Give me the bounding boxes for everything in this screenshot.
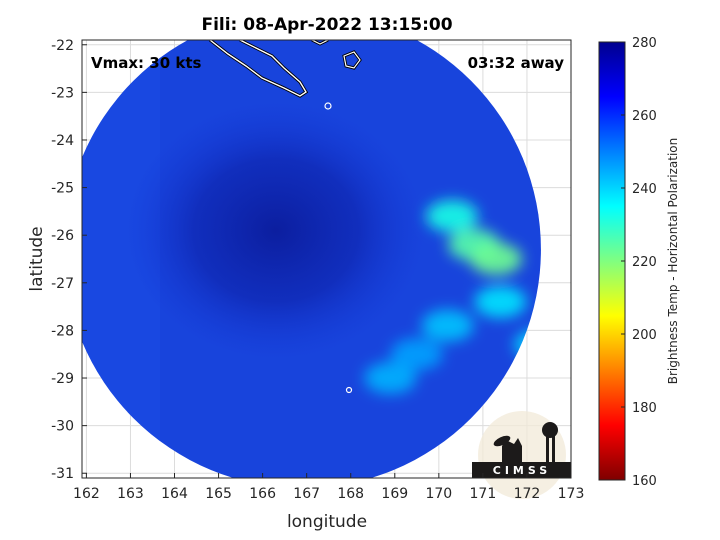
cold-cloud-feature (421, 309, 474, 342)
colorbar-tick-label: 160 (632, 474, 657, 489)
logo-text: CIMSS (493, 464, 551, 477)
x-tick-label: 169 (381, 486, 408, 502)
y-tick-label: -24 (51, 133, 74, 149)
logo-tower-tank (542, 422, 558, 438)
y-tick-label: -30 (51, 419, 74, 435)
cimss-logo: CIMSS (472, 411, 571, 499)
y-tick-label: -27 (51, 276, 74, 292)
x-axis-label: longitude (287, 512, 367, 532)
swath (82, 40, 541, 478)
time-away-label: 03:32 away (468, 54, 565, 72)
y-tick-label: -28 (51, 323, 74, 339)
y-tick-label: -31 (51, 466, 74, 482)
plot-frame (81, 39, 572, 479)
island-outline-inner (209, 40, 307, 97)
colorbar-tick-label: 240 (632, 182, 657, 197)
figure-title: Fili: 08-Apr-2022 13:15:00 (201, 15, 452, 35)
cold-cloud-feature (364, 362, 417, 395)
colorbar: 280 260 240 220 200 180 160 Brightness Temp - … (598, 36, 680, 489)
y-tick-label: -23 (51, 85, 74, 101)
colorbar-tick-label: 260 (632, 109, 657, 124)
x-tick-label: 168 (337, 486, 364, 502)
colorbar-ticks: 280 260 240 220 200 180 160 (621, 36, 657, 489)
x-tick-label: 163 (117, 486, 144, 502)
y-tick-label: -22 (51, 38, 74, 54)
cold-cloud-feature (426, 200, 479, 233)
x-tick-label: 171 (470, 486, 497, 502)
islet-outline-inner (343, 51, 361, 69)
logo-tower-leg (546, 436, 549, 468)
x-tick-label: 164 (161, 486, 188, 502)
colorbar-tick-label: 220 (632, 255, 657, 270)
vmax-label: Vmax: 30 kts (91, 54, 201, 72)
storm-center-cold-region (125, 100, 426, 361)
x-tick-label: 173 (558, 486, 585, 502)
cold-cloud-features (364, 200, 541, 395)
logo-dish (493, 435, 511, 447)
x-axis-ticks: 162 163 164 165 166 167 168 169 170 171 172 173 (73, 473, 584, 502)
y-axis-ticks: -22 -23 -24 -25 -26 -27 -28 -29 -30 -31 (51, 38, 87, 482)
islet-tiny (345, 386, 353, 394)
x-tick-label: 165 (205, 486, 232, 502)
logo-tower-leg (552, 436, 555, 468)
logo-building (502, 438, 522, 468)
plot-area: CIMSS (81, 39, 572, 499)
x-tick-label: 170 (425, 486, 452, 502)
y-tick-label: -25 (51, 181, 74, 197)
islet-small (324, 102, 332, 110)
x-tick-label: 166 (249, 486, 276, 502)
colorbar-tick-label: 180 (632, 401, 657, 416)
cold-cloud-feature (470, 243, 523, 275)
cold-cloud-feature (390, 338, 443, 371)
coastline (209, 40, 362, 394)
colorbar-tick-label: 280 (632, 36, 657, 51)
y-axis-label: latitude (27, 226, 47, 291)
x-tick-label: 162 (73, 486, 100, 502)
logo-banner (472, 462, 571, 478)
y-tick-label: -26 (51, 228, 74, 244)
cold-cloud-feature (474, 285, 527, 318)
colorbar-tick-label: 200 (632, 328, 657, 343)
x-tick-label: 172 (514, 486, 541, 502)
colorbar-label: Brightness Temp - Horizontal Polarizatio… (666, 138, 680, 385)
swath-band-left (82, 40, 160, 478)
colorbar-gradient (598, 41, 626, 481)
x-tick-label: 167 (293, 486, 320, 502)
y-tick-label: -29 (51, 371, 74, 387)
islet-outline-2-inner (311, 40, 329, 45)
